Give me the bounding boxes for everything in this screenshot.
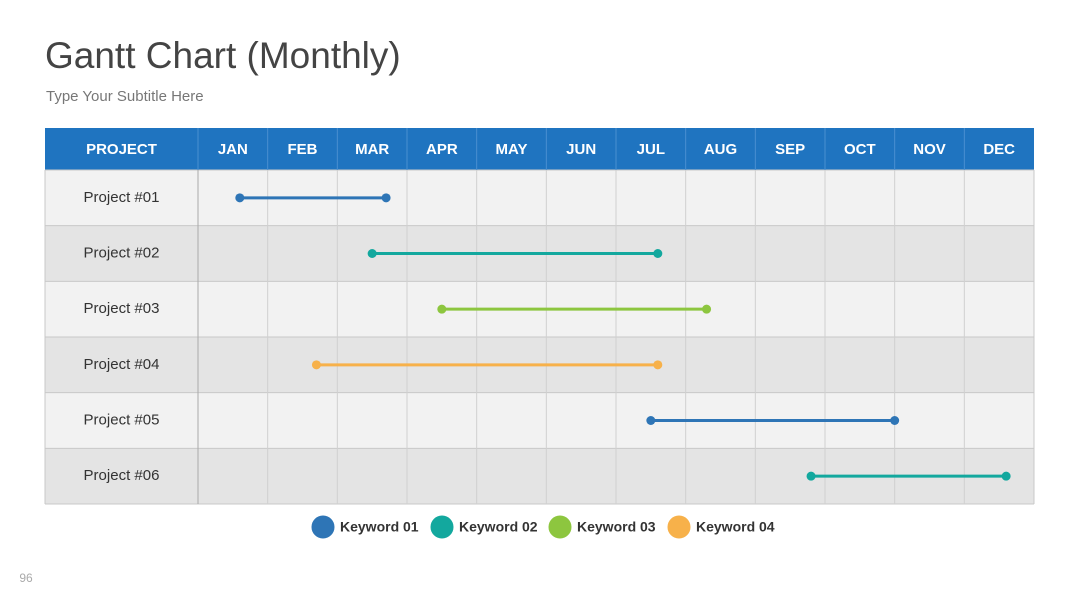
month-label: OCT [844, 141, 876, 158]
chart-title: Gantt Chart (Monthly) [45, 35, 401, 76]
task-start [367, 249, 377, 258]
legend-marker [429, 514, 455, 540]
task-end [653, 249, 663, 258]
legend-marker [666, 514, 692, 540]
legend-label: Keyword 04 [696, 519, 775, 535]
task-end [702, 304, 712, 314]
header-row [45, 128, 1034, 170]
month-label: JAN [218, 141, 248, 158]
month-label: JUN [566, 141, 596, 158]
project-label: Project #03 [84, 300, 160, 317]
month-label: FEB [288, 141, 318, 158]
page-number: 96 [19, 571, 33, 585]
task-end [1001, 471, 1011, 481]
month-label: MAR [355, 141, 389, 158]
project-label: Project #06 [84, 467, 160, 484]
task-start [806, 471, 816, 481]
month-label: JUL [637, 141, 665, 158]
legend-marker [547, 514, 573, 540]
project-label: Project #02 [84, 244, 160, 261]
month-label: MAY [496, 141, 528, 158]
project-label: Project #04 [84, 356, 160, 373]
month-label: DEC [983, 141, 1015, 158]
month-label: SEP [775, 141, 805, 158]
legend-label: Keyword 01 [340, 519, 419, 535]
row-background [45, 170, 1034, 226]
task-end [653, 360, 663, 370]
project-label: Project #05 [84, 411, 160, 428]
task-end [381, 193, 391, 203]
legend-label: Keyword 02 [459, 519, 538, 535]
chart-subtitle: Type Your Subtitle Here [46, 88, 204, 105]
month-label: APR [426, 141, 458, 158]
task-start [235, 193, 245, 203]
header-label: PROJECT [86, 141, 157, 158]
task-start [646, 416, 656, 425]
task-start [311, 360, 321, 370]
month-label: AUG [704, 141, 737, 158]
project-label: Project #01 [84, 189, 160, 206]
task-end [890, 416, 900, 425]
month-label: NOV [913, 141, 946, 158]
task-start [437, 304, 447, 314]
legend-marker [310, 514, 336, 540]
legend-label: Keyword 03 [577, 519, 656, 535]
